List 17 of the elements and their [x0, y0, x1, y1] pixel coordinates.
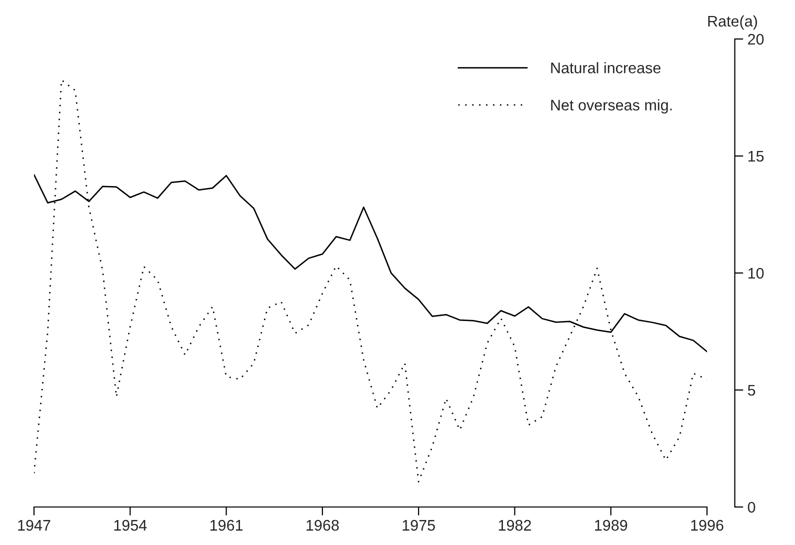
x-tick-label: 1982 — [498, 520, 531, 531]
x-tick-label: 1968 — [306, 520, 339, 531]
x-tick-label: 1954 — [114, 520, 147, 531]
y-tick-label: 15 — [748, 151, 764, 162]
y-tick-label: 0 — [748, 502, 756, 513]
x-tick-label: 1947 — [18, 520, 50, 531]
x-tick-label: 1975 — [402, 520, 435, 531]
x-tick-label: 1961 — [210, 520, 243, 531]
legend-label: Net overseas mig. — [551, 99, 672, 114]
legend-label: Natural increase — [551, 62, 661, 74]
y-tick-label: 5 — [748, 385, 756, 396]
y-tick-label: 10 — [748, 268, 764, 279]
line-series — [34, 79, 707, 482]
x-tick-label: 1989 — [595, 520, 628, 531]
y-axis-title: Rate(a) — [708, 15, 757, 30]
x-tick-label: 1996 — [691, 520, 724, 531]
y-tick-label: 20 — [748, 34, 764, 45]
